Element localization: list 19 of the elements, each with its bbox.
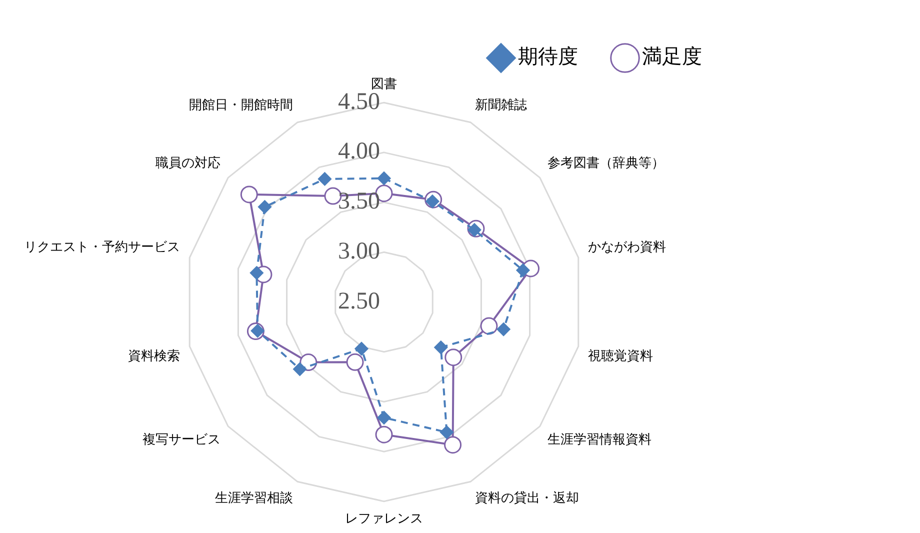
y-tick-label: 3.00 (338, 238, 380, 264)
legend-label: 期待度 (518, 44, 578, 68)
y-tick-label: 4.00 (338, 138, 380, 165)
spoke-label: 参考図書（辞典等） (548, 156, 665, 172)
spoke-label: 視聴覚資料 (588, 348, 654, 364)
spoke-label: 生涯学習相談 (215, 490, 294, 506)
y-tick-label: 2.50 (338, 288, 380, 314)
y-tick-label: 3.50 (338, 188, 380, 215)
spoke-label: レファレンス (345, 512, 423, 527)
spoke-label: 開館日・開館時間 (189, 98, 294, 113)
spoke-label: 資料検索 (128, 348, 180, 364)
spoke-label: リクエスト・予約サービス (24, 240, 180, 255)
spoke-label: かながわ資料 (588, 240, 666, 255)
spoke-label: 新聞雑誌 (474, 98, 527, 113)
spoke-label: 生涯学習情報資料 (548, 432, 652, 448)
spoke-label: 資料の貸出・返却 (474, 490, 579, 506)
spoke-label: 職員の対応 (155, 155, 220, 172)
spoke-label: 複写サービス (142, 432, 220, 448)
legend-label: 満足度 (642, 44, 702, 68)
